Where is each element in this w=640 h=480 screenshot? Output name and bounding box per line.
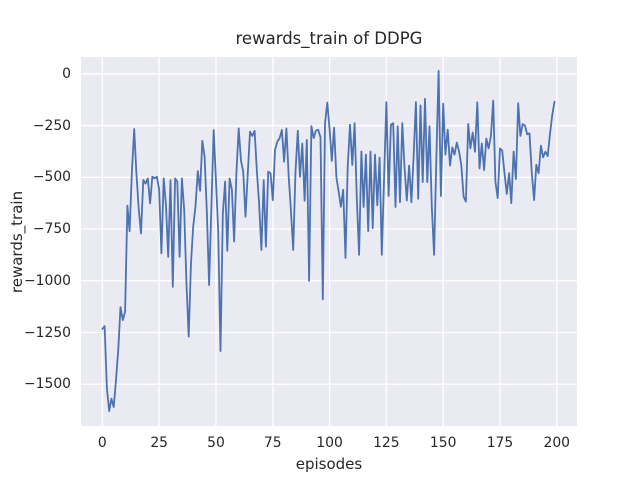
y-tick-label: −1500 bbox=[24, 376, 71, 393]
y-tick-label: −250 bbox=[32, 117, 71, 134]
series-line bbox=[101, 70, 556, 413]
x-tick-label: 50 bbox=[207, 435, 225, 451]
x-tick-label: 75 bbox=[263, 435, 282, 451]
x-tick-label: 125 bbox=[373, 435, 400, 451]
y-tick-label: −1000 bbox=[24, 272, 71, 289]
x-axis-label: episodes bbox=[295, 455, 363, 473]
x-tick-label: 150 bbox=[429, 435, 457, 451]
y-tick-label: −750 bbox=[32, 221, 71, 238]
x-tick-label: 200 bbox=[543, 435, 571, 451]
chart-title: rewards_train of DDPG bbox=[235, 29, 423, 48]
x-tick-label: 100 bbox=[316, 435, 343, 451]
x-tick-label: 25 bbox=[150, 435, 168, 451]
y-tick-label: −500 bbox=[32, 169, 71, 186]
x-tick-label: 175 bbox=[486, 435, 514, 451]
x-tick-label: 0 bbox=[97, 435, 107, 451]
y-tick-label: 0 bbox=[62, 65, 71, 82]
y-tick-label: −1250 bbox=[24, 324, 71, 341]
